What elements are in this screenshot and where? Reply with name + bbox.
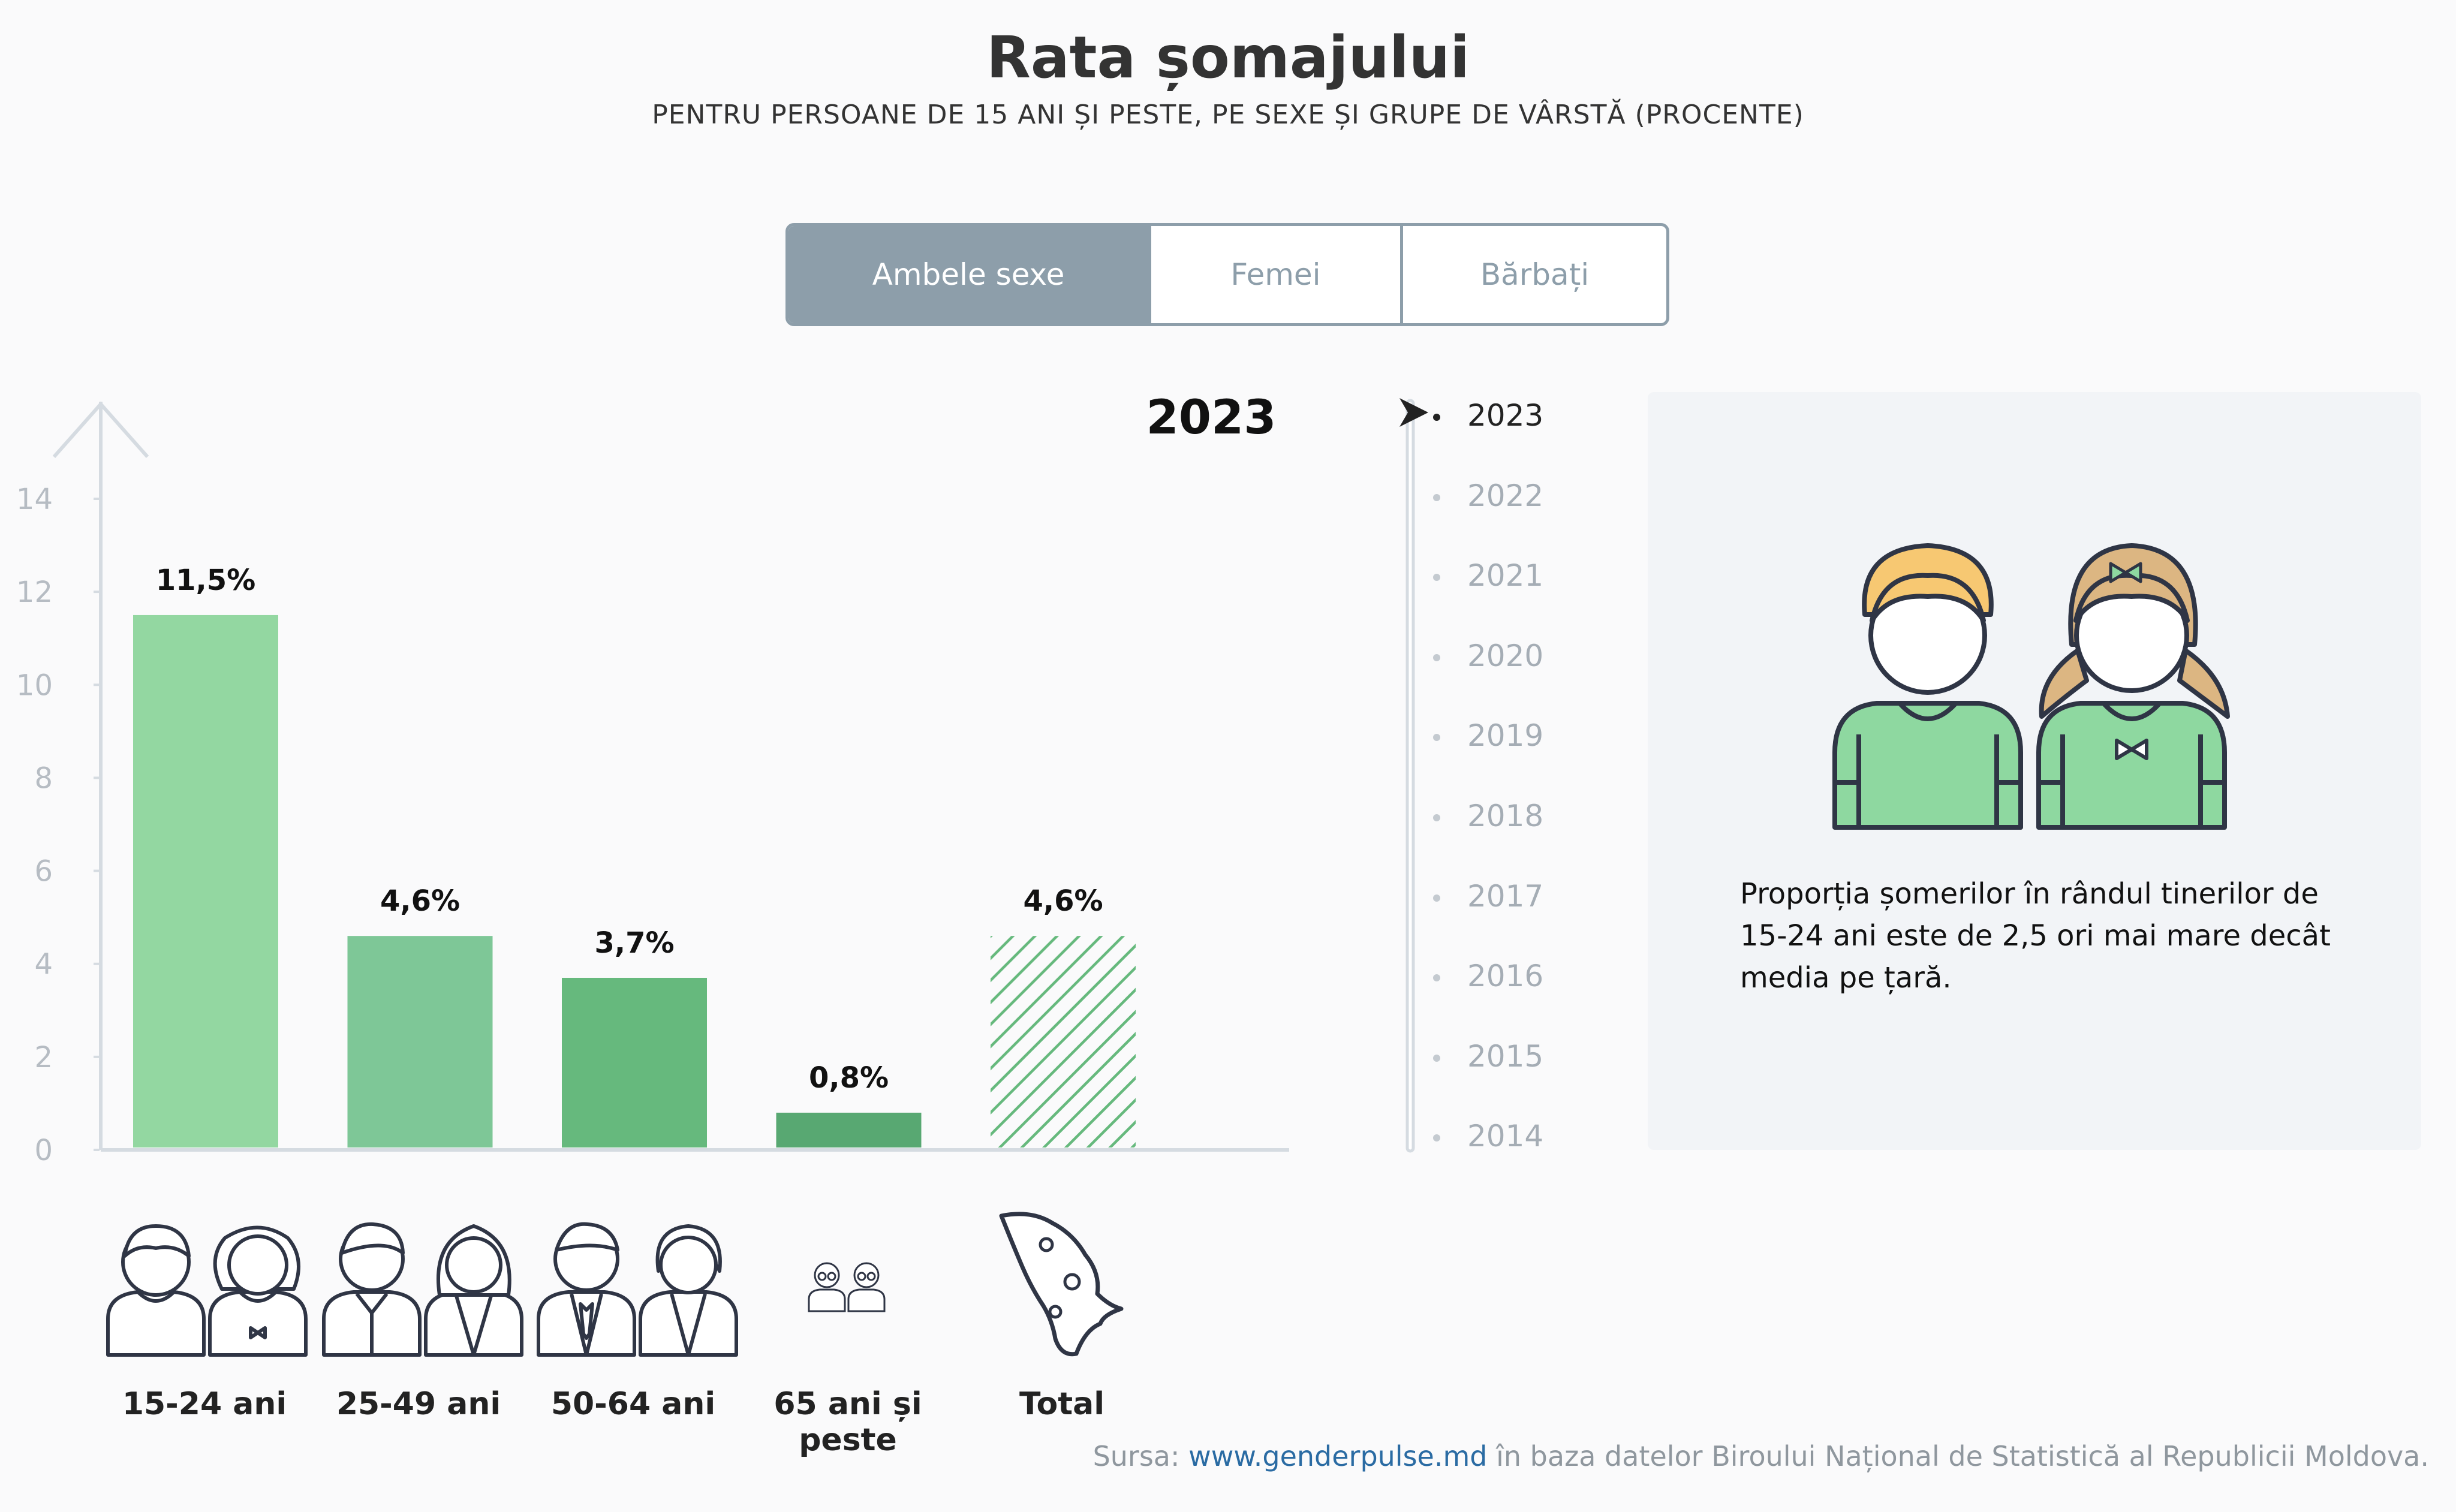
timeline-dot[interactable] [1433,414,1440,421]
timeline-year-2016[interactable]: 2016 [1467,959,1544,994]
y-tick-label: 4 [34,948,53,981]
insight-text: Proporția șomerilor în rândul tinerilor … [1740,877,2331,995]
page-subtitle: PENTRU PERSOANE DE 15 ANI ȘI PESTE, PE S… [652,100,1804,130]
timeline-dot[interactable] [1433,814,1440,821]
timeline-year-2021[interactable]: 2021 [1467,558,1544,594]
timeline-year-2017[interactable]: 2017 [1467,878,1544,914]
timeline-year-2023[interactable]: 2023 [1467,398,1544,433]
timeline-year-2014[interactable]: 2014 [1467,1119,1544,1154]
year-timeline: 2023 2022 2021 2020 2019 2018 2017 2016 2015 2014 [1391,384,1631,1157]
youth-boy-girl-icon [1832,543,2230,830]
bar-data-label: 11,5% [156,564,256,597]
bar-3[interactable] [776,1112,922,1147]
category-label-65-plus: 65 ani și peste [773,1386,922,1458]
bar-data-label: 4,6% [1023,884,1103,918]
bar-1[interactable] [347,936,493,1147]
y-tick-label: 14 [16,483,53,516]
y-tick-label: 10 [16,668,53,702]
bar-0[interactable] [133,615,278,1147]
toggle-men[interactable]: Bărbați [1400,226,1666,323]
bar-2[interactable] [562,977,707,1147]
adult-man-woman-icon [322,1222,523,1357]
sex-toggle: Ambele sexe Femei Bărbați [785,223,1669,326]
timeline-year-2018[interactable]: 2018 [1467,799,1544,833]
source-link[interactable]: www.genderpulse.md [1188,1440,1488,1472]
source-prefix: Sursa: [1092,1440,1189,1472]
timeline-track[interactable] [1391,384,1463,1157]
timeline-year-2022[interactable]: 2022 [1467,478,1544,513]
y-tick-label: 0 [34,1134,53,1167]
page-title: Rata șomajului [986,24,1470,91]
timeline-dot[interactable] [1433,493,1440,501]
elderly-couple-icon [808,1262,886,1312]
bar-data-label: 4,6% [380,884,460,918]
y-tick-label: 12 [16,576,53,609]
source-note: Sursa: www.genderpulse.md în baza datelo… [1093,1440,2429,1472]
timeline-dot[interactable] [1433,653,1440,661]
insight-panel [1648,392,2421,1150]
y-axis-arrow-icon [52,401,149,458]
y-tick-label: 8 [34,761,53,795]
timeline-dot[interactable] [1433,574,1440,582]
timeline-dot[interactable] [1433,734,1440,742]
bar-data-label: 0,8% [809,1061,889,1095]
middle-aged-man-woman-icon [537,1222,738,1357]
timeline-dot[interactable] [1433,894,1440,902]
timeline-year-2019[interactable]: 2019 [1467,718,1544,754]
timeline-dot[interactable] [1433,1134,1440,1142]
timeline-pointer-icon[interactable] [1397,396,1433,429]
chart-year: 2023 [1146,391,1277,445]
bar-chart: 0 2 4 6 8 10 12 14 11,5% 4,6% 3,7% 0,8% 4,6% [16,401,1289,1167]
moldova-map-icon [999,1212,1124,1357]
timeline-year-2015[interactable]: 2015 [1467,1038,1544,1074]
category-label-25-49: 25-49 ani [336,1386,501,1422]
timeline-dot[interactable] [1433,974,1440,982]
y-tick-label: 2 [34,1041,53,1074]
category-label-total: Total [1019,1386,1105,1422]
timeline-year-2020[interactable]: 2020 [1467,638,1544,673]
bar-4[interactable] [991,936,1136,1147]
toggle-women[interactable]: Femei [1148,226,1400,323]
y-tick-label: 6 [34,855,53,888]
young-boy-girl-icon [106,1224,308,1357]
category-label-15-24: 15-24 ani [122,1386,287,1422]
bar-data-label: 3,7% [594,926,674,960]
toggle-both-sexes[interactable]: Ambele sexe [788,226,1148,323]
category-label-50-64: 50-64 ani [550,1386,716,1422]
source-suffix: în baza datelor Biroului Național de Sta… [1487,1440,2429,1472]
timeline-dot[interactable] [1433,1054,1440,1062]
